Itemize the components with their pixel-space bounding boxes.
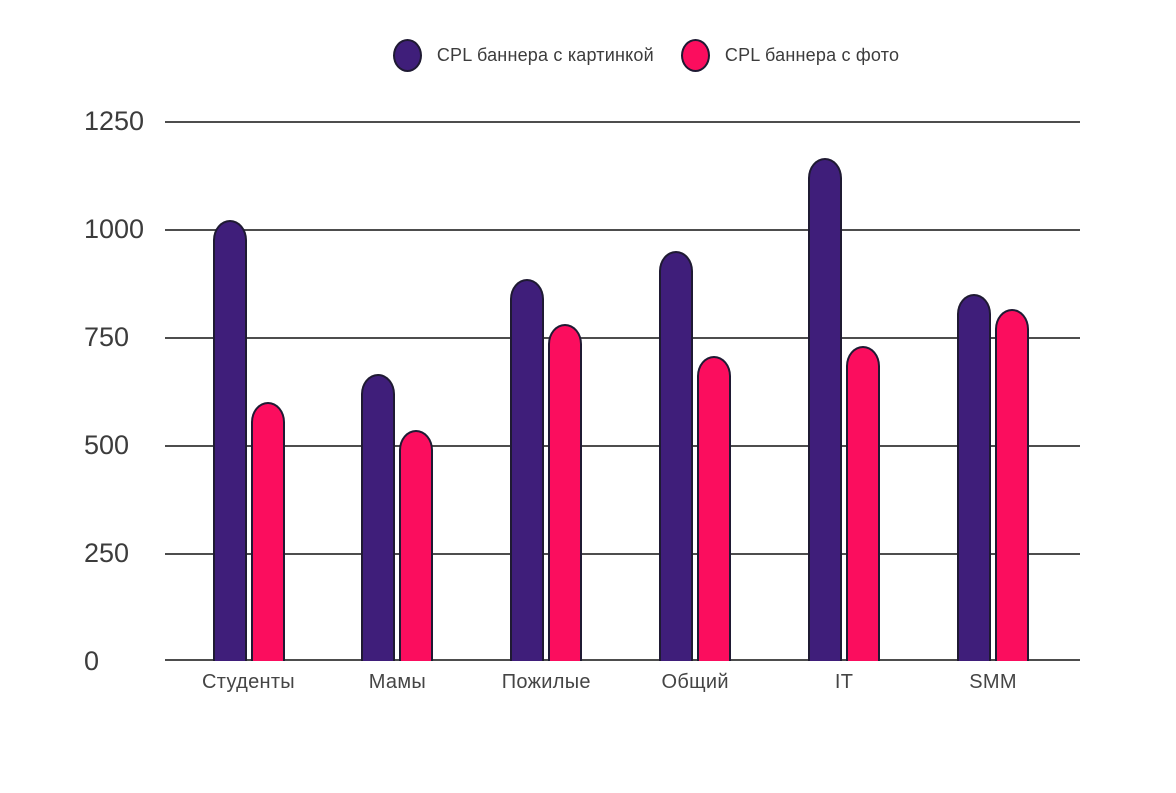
bar-secondary-4	[697, 356, 732, 661]
chart-legend: CPL баннера с картинкой CPL баннера с фо…	[58, 37, 1176, 73]
gridline-500	[165, 445, 1080, 447]
bar-secondary-2	[399, 429, 434, 661]
x-axis-label-5: IT	[834, 671, 854, 693]
x-axis-line	[165, 659, 1080, 661]
bar-group-2	[361, 121, 434, 661]
x-axis-label-3: Пожилые	[501, 671, 591, 693]
bar-group-3	[510, 121, 583, 661]
y-tick-label-250: 250	[84, 538, 130, 568]
y-tick-label-0: 0	[84, 646, 100, 676]
bar-primary-1	[212, 220, 247, 661]
gridline-750	[165, 337, 1080, 339]
legend-label-banner-picture: CPL баннера с картинкой	[436, 44, 654, 65]
bar-secondary-3	[548, 324, 583, 661]
bar-secondary-1	[250, 401, 285, 661]
bar-secondary-5	[846, 345, 881, 661]
legend-item-banner-picture: CPL баннера с картинкой	[392, 38, 654, 72]
legend-swatch-pink-icon	[680, 38, 710, 72]
bar-primary-3	[510, 278, 545, 661]
x-axis-label-2: Мамы	[368, 671, 427, 693]
legend-item-banner-photo: CPL баннера с фото	[680, 38, 900, 72]
bar-primary-6	[957, 293, 991, 661]
x-axis-label-4: Общий	[661, 671, 729, 693]
gridline-1250	[165, 121, 1080, 123]
bar-group-1	[212, 121, 285, 661]
bar-group-4	[659, 121, 732, 661]
plot-area: 0 250 500 750 1000 1250 Студенты Мамы Пожилые Общ…	[84, 106, 1080, 693]
bar-primary-4	[659, 250, 694, 661]
bar-group-6	[957, 121, 1029, 661]
gridline-1000	[165, 229, 1080, 231]
x-axis-label-6: SMM	[969, 671, 1017, 693]
y-tick-label-1000: 1000	[84, 214, 145, 244]
bar-group-5	[808, 121, 881, 661]
y-tick-label-750: 750	[84, 322, 130, 352]
legend-swatch-purple-icon	[392, 38, 422, 72]
bar-primary-2	[361, 373, 396, 661]
x-axis-label-1: Студенты	[202, 671, 295, 693]
legend-label-banner-photo: CPL баннера с фото	[724, 44, 900, 65]
y-tick-label-500: 500	[84, 430, 130, 460]
gridline-250	[165, 553, 1080, 555]
bar-secondary-6	[995, 308, 1029, 661]
bar-primary-5	[808, 157, 843, 661]
y-tick-label-1250: 1250	[84, 106, 145, 136]
